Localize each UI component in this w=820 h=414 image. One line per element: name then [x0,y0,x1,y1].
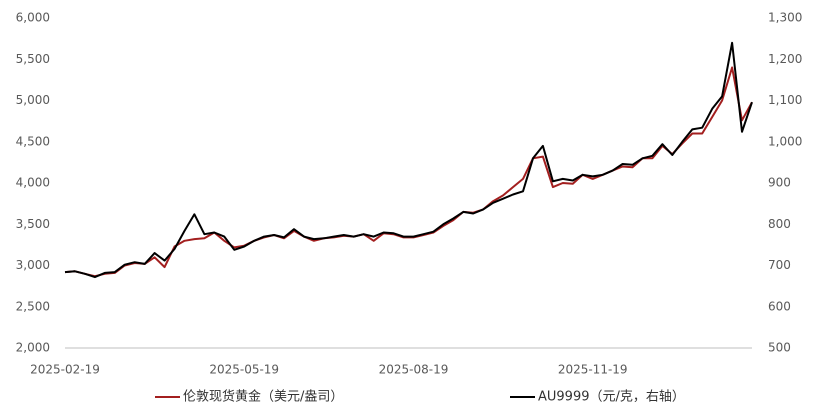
legend-label: 伦敦现货黄金（美元/盎司） [183,389,343,405]
x-tick-label: 2025-08-19 [379,363,449,377]
y-tick-label: 4,000 [16,176,50,190]
x-tick-label: 2025-02-19 [30,363,100,377]
y-tick-label: 6,000 [16,11,50,25]
y2-tick-label: 1,000 [768,134,802,148]
y2-tick-label: 1,200 [768,52,802,66]
y-tick-label: 3,000 [16,258,50,272]
y-tick-label: 2,500 [16,299,50,313]
y2-tick-label: 500 [768,341,791,355]
y-tick-label: 5,000 [16,93,50,107]
series-line [64,41,753,279]
legend-label: AU9999（元/克，右轴） [538,390,685,405]
y2-tick-label: 900 [768,176,791,190]
y2-tick-label: 1,300 [768,11,802,25]
y-tick-label: 3,500 [16,217,50,231]
y2-tick-label: 700 [768,258,791,272]
y-tick-label: 4,500 [16,134,50,148]
y2-tick-label: 600 [768,299,791,313]
y-tick-label: 5,500 [16,52,50,66]
y2-tick-label: 1,100 [768,93,802,107]
x-tick-label: 2025-11-19 [558,363,628,377]
y-tick-label: 2,000 [16,341,50,355]
series-line [64,66,753,278]
y2-tick-label: 800 [768,217,791,231]
x-tick-label: 2025-05-19 [209,363,279,377]
